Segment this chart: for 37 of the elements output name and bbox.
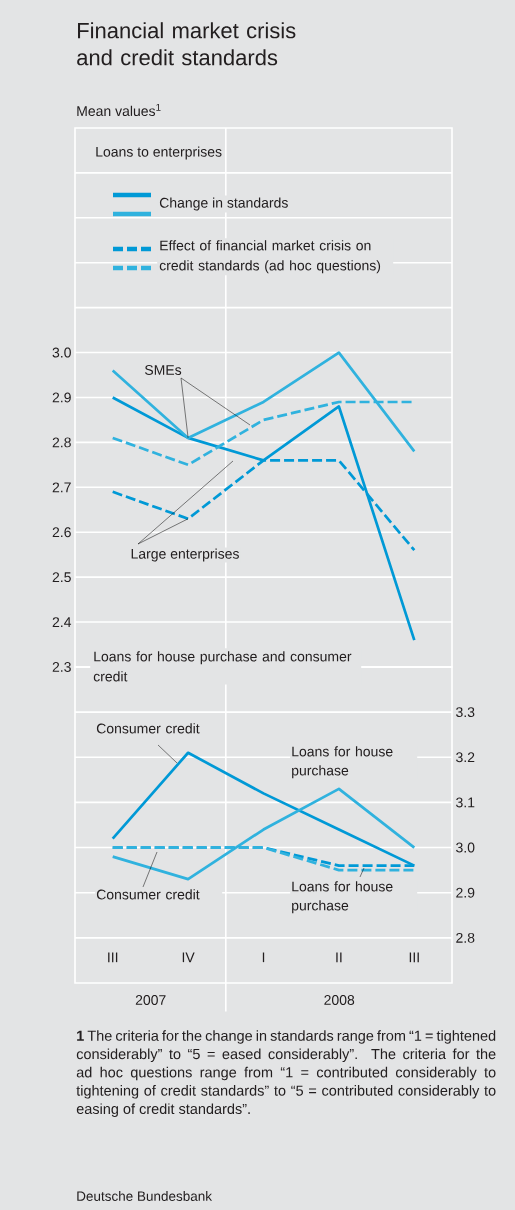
y-tick-label: 2.4 [52, 617, 72, 627]
legend-label: Change in standards [159, 197, 288, 211]
y-tick-label: 3.0 [456, 842, 475, 853]
line-series [111, 396, 416, 642]
text: 2007 [135, 995, 166, 1005]
y-axis-title: Mean values$^{1}$ [77, 103, 161, 117]
text: Loans to enterprises [96, 146, 222, 160]
y-tick-label: 3.1 [456, 797, 475, 808]
y-tick-label: 2.3 [52, 662, 71, 672]
x-tick-label: III [108, 952, 118, 963]
series-label: Loans for house purchase [292, 746, 393, 779]
annotation: Large enterprises [131, 548, 239, 562]
y-tick-label: 2.9 [456, 887, 475, 898]
series-label: Loans for house purchase [292, 881, 393, 914]
y-tick-label: 2.6 [52, 527, 71, 538]
series-label: Consumer credit [96, 723, 200, 734]
y-tick-label: 2.8 [456, 932, 475, 943]
y-tick-label: 2.8 [52, 437, 71, 448]
y-tick-label: 2.5 [52, 572, 71, 583]
legend-label: Effect of financial market crisis on credit standards (ad hoc questions) [159, 240, 381, 274]
text: 1 The criteria for the change in standards range from “1 = tightened considerably” to “5 = eased considerably”. The criteria for the ad hoc questions range from “1 = contributed considerably to tightening of credit standards” to “5 = contributed considerably to easing of credit standards”. [76, 1030, 496, 1117]
y-tick-label: 2.9 [52, 392, 71, 403]
y-tick-label: 3.3 [456, 707, 475, 718]
annotation: SMEs [144, 365, 182, 375]
y-tick-label: 3.2 [456, 752, 475, 763]
chart-title: Loans for house purchase and consumer credit [93, 651, 352, 682]
line-series [111, 787, 416, 881]
text: Deutsche Bundesbank [77, 1191, 213, 1201]
x-tick-label: II [336, 952, 342, 963]
chart-title: Financial market crisis and credit standards [77, 22, 296, 66]
y-tick-label: 2.7 [52, 482, 71, 493]
text: Consumer credit [96, 889, 200, 900]
y-tick-label: 3.0 [52, 347, 71, 358]
x-tick-label: III [409, 952, 419, 963]
x-tick-label: I [262, 952, 265, 963]
text: 2008 [324, 995, 355, 1005]
x-tick-label: IV [182, 952, 195, 963]
